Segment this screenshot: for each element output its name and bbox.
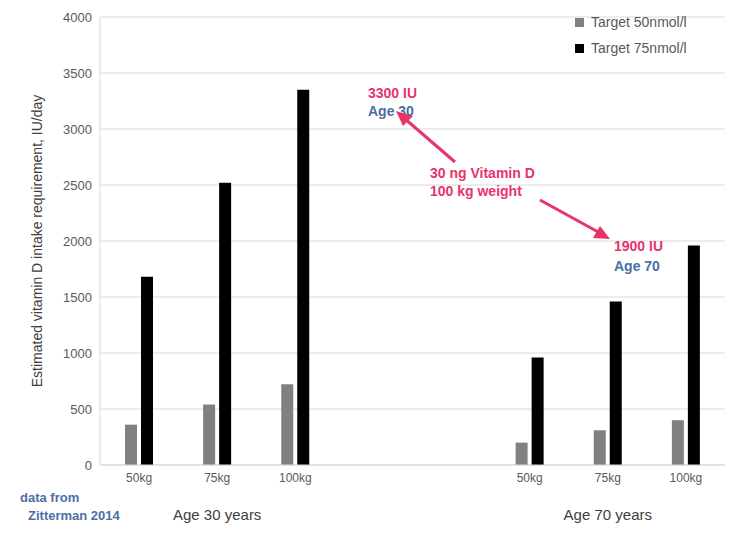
svg-text:Target 50nmol/l: Target 50nmol/l (591, 14, 687, 30)
svg-text:1900 IU: 1900 IU (614, 238, 663, 254)
svg-text:500: 500 (70, 402, 92, 417)
svg-text:3300 IU: 3300 IU (368, 85, 417, 101)
svg-text:50kg: 50kg (517, 471, 543, 485)
svg-text:1500: 1500 (63, 290, 92, 305)
svg-text:3500: 3500 (63, 66, 92, 81)
svg-text:0: 0 (85, 458, 92, 473)
svg-text:75kg: 75kg (204, 471, 230, 485)
svg-text:100kg: 100kg (279, 471, 312, 485)
svg-text:1000: 1000 (63, 346, 92, 361)
svg-text:Age 30 years: Age 30 years (173, 506, 261, 523)
svg-text:2000: 2000 (63, 234, 92, 249)
svg-text:data from: data from (20, 490, 79, 505)
svg-text:Estimated vitamin D intake req: Estimated vitamin D intake requirement, … (29, 95, 45, 388)
svg-text:2500: 2500 (63, 178, 92, 193)
svg-text:Age 70 years: Age 70 years (564, 506, 652, 523)
svg-text:Age 70: Age 70 (614, 258, 660, 274)
svg-text:50kg: 50kg (126, 471, 152, 485)
svg-text:30 ng Vitamin D: 30 ng Vitamin D (430, 165, 535, 181)
svg-text:75kg: 75kg (595, 471, 621, 485)
svg-text:100kg: 100kg (670, 471, 703, 485)
svg-text:Age 30: Age 30 (368, 103, 414, 119)
svg-text:4000: 4000 (63, 10, 92, 25)
svg-text:3000: 3000 (63, 122, 92, 137)
svg-text:Target 75nmol/l: Target 75nmol/l (591, 40, 687, 56)
svg-text:Zitterman 2014: Zitterman 2014 (28, 508, 121, 523)
svg-text:100 kg weight: 100 kg weight (430, 183, 522, 199)
